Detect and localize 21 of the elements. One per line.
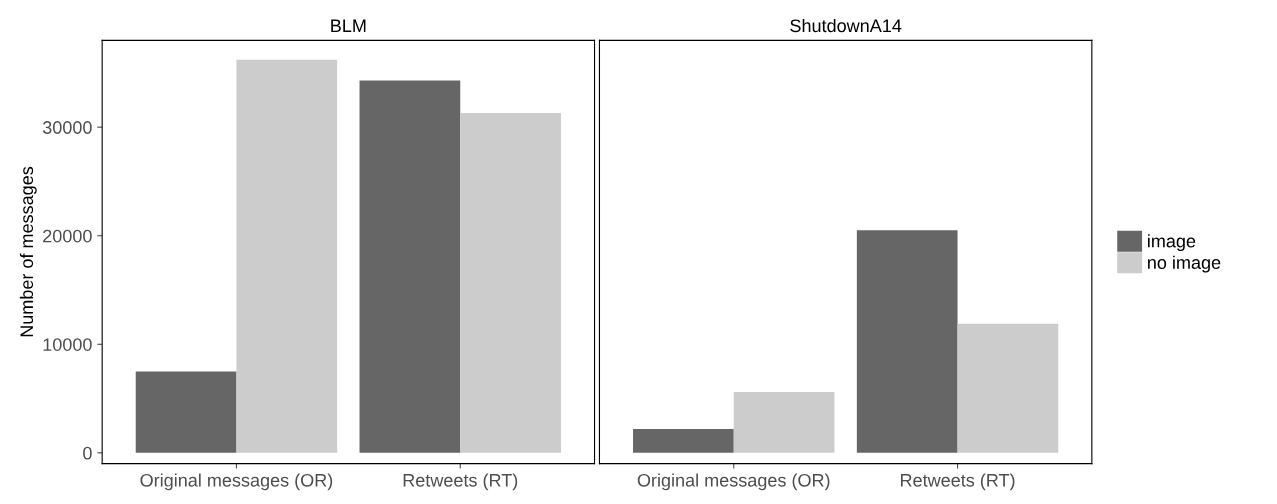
chart-title: BLM bbox=[331, 19, 366, 32]
y-tick-label: 0 bbox=[83, 446, 92, 460]
x-tick-label: Original messages (OR) bbox=[140, 473, 333, 491]
bar bbox=[856, 230, 958, 453]
bar bbox=[236, 59, 338, 453]
chart-title: ShutdownA14 bbox=[790, 18, 902, 33]
y-axis-title: Number of messages bbox=[19, 166, 37, 337]
legend-label: no image bbox=[1148, 255, 1221, 273]
y-tick-label: 30000 bbox=[42, 121, 92, 134]
x-tick-label: Retweets (RT) bbox=[901, 473, 1015, 491]
x-tick-label: Retweets (RT) bbox=[403, 473, 518, 491]
bar bbox=[733, 392, 835, 453]
bar bbox=[633, 428, 734, 453]
bar bbox=[135, 371, 237, 453]
bar bbox=[957, 323, 1059, 453]
bar bbox=[460, 113, 561, 453]
y-tick-label: 10000 bbox=[43, 338, 92, 351]
bar bbox=[359, 80, 461, 453]
legend-label: image bbox=[1148, 234, 1196, 252]
x-tick-label: Original messages (OR) bbox=[637, 473, 830, 491]
y-tick-label: 20000 bbox=[43, 229, 92, 243]
